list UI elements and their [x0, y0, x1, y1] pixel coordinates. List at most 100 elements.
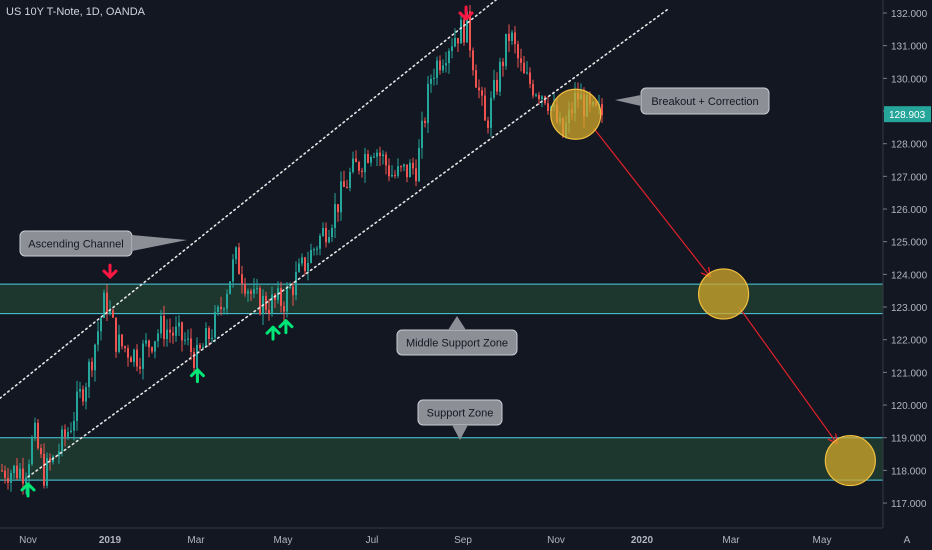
- candle-body: [352, 158, 354, 173]
- candle-body: [157, 333, 159, 342]
- candle-body: [298, 263, 300, 272]
- candle-body: [22, 468, 24, 484]
- callout-pointer: [132, 235, 187, 251]
- candle-body: [517, 44, 519, 59]
- target-circles: [550, 88, 876, 487]
- candle-body: [379, 152, 381, 156]
- callout-text: Support Zone: [427, 408, 494, 420]
- candle-body: [292, 286, 294, 296]
- candle-body: [67, 432, 69, 437]
- candle-body: [7, 477, 9, 483]
- arrow-up-icon: [20, 482, 36, 498]
- candle-body: [268, 309, 270, 314]
- callout-middle-support-zone: Middle Support Zone: [396, 316, 518, 356]
- time-tick-label: May: [274, 535, 293, 546]
- candle-body: [430, 78, 432, 84]
- candle-body: [403, 164, 405, 167]
- candle-body: [460, 19, 462, 44]
- candle-body: [391, 175, 393, 177]
- candle-body: [238, 247, 240, 275]
- price-tick-label: 119.000: [891, 434, 927, 445]
- time-tick-label: Mar: [722, 535, 740, 546]
- projection-arrows: [593, 127, 837, 443]
- candle-body: [466, 11, 468, 43]
- candle-body: [478, 87, 480, 91]
- candle-body: [28, 464, 30, 478]
- candle-body: [154, 341, 156, 352]
- arrow-down-icon: [458, 5, 474, 21]
- projection-arrow-2: [739, 307, 837, 443]
- candle-body: [199, 344, 201, 349]
- candle-body: [193, 351, 195, 368]
- candle-body: [124, 346, 126, 349]
- time-tick-label: 2020: [631, 535, 654, 546]
- candle-body: [463, 19, 465, 43]
- candle-body: [25, 477, 27, 484]
- candle-body: [70, 430, 72, 433]
- price-tick-label: 118.000: [891, 466, 927, 477]
- candle-body: [400, 166, 402, 168]
- candle-body: [454, 37, 456, 47]
- candle-body: [319, 235, 321, 249]
- candle-body: [481, 90, 483, 96]
- time-tick-label: Jul: [366, 535, 379, 546]
- candle-body: [61, 429, 63, 452]
- candle-body: [310, 249, 312, 263]
- candle-body: [187, 338, 189, 340]
- candle-body: [235, 247, 237, 260]
- zone-fill: [0, 437, 883, 481]
- candle-body: [181, 322, 183, 341]
- time-tick-label: May: [813, 535, 832, 546]
- callout-support-zone: Support Zone: [417, 399, 503, 440]
- callout-text: Breakout + Correction: [651, 96, 758, 108]
- candle-body: [250, 291, 252, 294]
- signal-markers: [20, 5, 474, 498]
- arrow-up-icon: [189, 368, 205, 384]
- price-scale[interactable]: 132.000131.000130.000129.000128.000127.0…: [882, 0, 932, 550]
- support-zones: [0, 283, 883, 481]
- candle-body: [529, 72, 531, 84]
- candle-body: [526, 72, 528, 74]
- time-scale[interactable]: Nov 2019 Mar May Jul Sep Nov 2020 Mar May A: [0, 527, 932, 550]
- candle-body: [457, 37, 459, 44]
- candle-body: [412, 162, 414, 169]
- candle-body: [121, 334, 123, 347]
- candle-body: [523, 62, 525, 74]
- candle-body: [358, 162, 360, 171]
- price-tick-label: 124.000: [891, 270, 928, 281]
- candle-body: [79, 389, 81, 392]
- candle-body: [172, 332, 174, 336]
- time-scale-bg: [0, 528, 932, 550]
- candle-body: [115, 317, 117, 352]
- candle-body: [46, 457, 48, 486]
- candle-body: [148, 340, 150, 348]
- price-tick-label: 128.000: [891, 140, 928, 151]
- candle-body: [280, 288, 282, 306]
- price-tick-label: 131.000: [891, 42, 928, 53]
- auto-scale-button[interactable]: A: [904, 535, 911, 546]
- time-tick-label: 2019: [99, 535, 122, 546]
- candle-body: [100, 318, 102, 332]
- price-tick-label: 132.000: [891, 9, 928, 20]
- candle-body: [223, 308, 225, 310]
- candle-body: [295, 271, 297, 296]
- candle-body: [331, 227, 333, 238]
- candle-body: [76, 391, 78, 421]
- candle-body: [448, 50, 450, 64]
- candle-body: [49, 457, 51, 462]
- current-price-badge: [884, 106, 931, 123]
- candle-body: [505, 33, 507, 67]
- candle-body: [226, 293, 228, 309]
- candle-body: [259, 288, 261, 315]
- ascending-channel: [0, 0, 669, 478]
- candle-body: [232, 259, 234, 282]
- candle-body: [493, 79, 495, 98]
- candle-body: [211, 337, 213, 340]
- candle-body: [415, 168, 417, 182]
- candle-body: [289, 286, 291, 289]
- candle-body: [376, 152, 378, 157]
- candle-body: [178, 322, 180, 327]
- target-circle: [550, 88, 602, 140]
- arrow-up-icon: [278, 319, 294, 335]
